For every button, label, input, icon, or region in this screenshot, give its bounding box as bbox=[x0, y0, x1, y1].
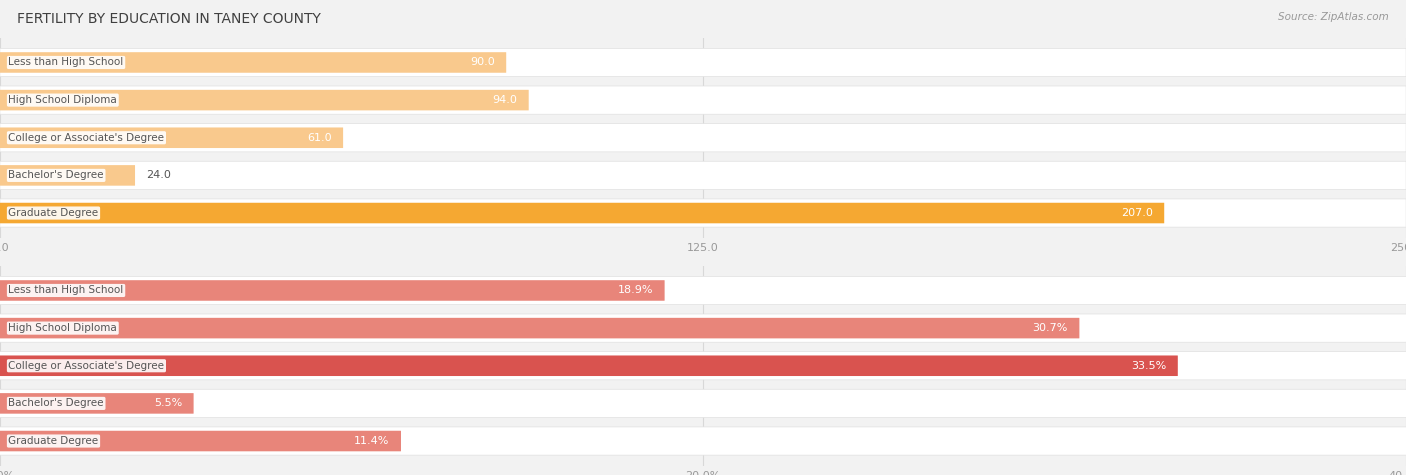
Text: 30.7%: 30.7% bbox=[1032, 323, 1069, 333]
FancyBboxPatch shape bbox=[0, 203, 1164, 223]
FancyBboxPatch shape bbox=[0, 52, 506, 73]
Text: 11.4%: 11.4% bbox=[354, 436, 389, 446]
FancyBboxPatch shape bbox=[0, 276, 1406, 304]
Text: 61.0: 61.0 bbox=[307, 133, 332, 143]
FancyBboxPatch shape bbox=[0, 280, 665, 301]
FancyBboxPatch shape bbox=[0, 199, 1406, 227]
Text: College or Associate's Degree: College or Associate's Degree bbox=[8, 133, 165, 143]
Text: Less than High School: Less than High School bbox=[8, 57, 124, 67]
Text: FERTILITY BY EDUCATION IN TANEY COUNTY: FERTILITY BY EDUCATION IN TANEY COUNTY bbox=[17, 12, 321, 26]
Text: Bachelor's Degree: Bachelor's Degree bbox=[8, 171, 104, 180]
Text: Source: ZipAtlas.com: Source: ZipAtlas.com bbox=[1278, 12, 1389, 22]
FancyBboxPatch shape bbox=[0, 48, 1406, 76]
FancyBboxPatch shape bbox=[0, 124, 1406, 152]
FancyBboxPatch shape bbox=[0, 318, 1080, 338]
Text: Bachelor's Degree: Bachelor's Degree bbox=[8, 399, 104, 408]
FancyBboxPatch shape bbox=[0, 165, 135, 186]
Text: High School Diploma: High School Diploma bbox=[8, 323, 117, 333]
Text: 5.5%: 5.5% bbox=[153, 399, 181, 408]
FancyBboxPatch shape bbox=[0, 352, 1406, 380]
FancyBboxPatch shape bbox=[0, 427, 1406, 455]
Text: Graduate Degree: Graduate Degree bbox=[8, 436, 98, 446]
Text: 24.0: 24.0 bbox=[146, 171, 172, 180]
FancyBboxPatch shape bbox=[0, 355, 1178, 376]
FancyBboxPatch shape bbox=[0, 127, 343, 148]
Text: Graduate Degree: Graduate Degree bbox=[8, 208, 98, 218]
FancyBboxPatch shape bbox=[0, 393, 194, 414]
Text: College or Associate's Degree: College or Associate's Degree bbox=[8, 361, 165, 371]
FancyBboxPatch shape bbox=[0, 90, 529, 110]
FancyBboxPatch shape bbox=[0, 162, 1406, 190]
Text: 33.5%: 33.5% bbox=[1130, 361, 1167, 371]
FancyBboxPatch shape bbox=[0, 390, 1406, 418]
Text: 207.0: 207.0 bbox=[1121, 208, 1153, 218]
Text: 94.0: 94.0 bbox=[492, 95, 517, 105]
Text: 90.0: 90.0 bbox=[470, 57, 495, 67]
FancyBboxPatch shape bbox=[0, 314, 1406, 342]
Text: Less than High School: Less than High School bbox=[8, 285, 124, 295]
FancyBboxPatch shape bbox=[0, 86, 1406, 114]
Text: High School Diploma: High School Diploma bbox=[8, 95, 117, 105]
FancyBboxPatch shape bbox=[0, 431, 401, 451]
Text: 18.9%: 18.9% bbox=[617, 285, 652, 295]
